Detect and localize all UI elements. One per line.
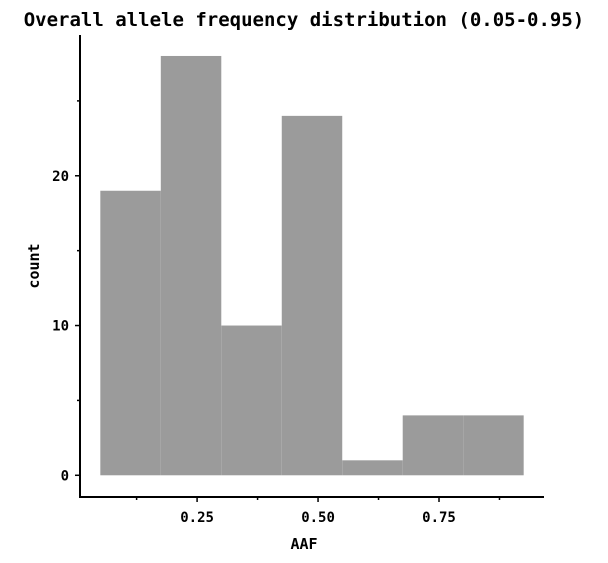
histogram-bar-3 <box>221 325 282 476</box>
y-tick-label: 10 <box>52 319 69 335</box>
histogram-bar-4 <box>281 115 343 476</box>
y-tick-label: 20 <box>52 169 69 185</box>
y-axis-label: count <box>25 243 43 288</box>
histogram-bar-7 <box>463 415 524 476</box>
x-tick-label: 0.75 <box>422 510 456 526</box>
axes-group: 0.25 0.50 0.75 0 10 20 <box>52 35 544 526</box>
histogram-bar-2 <box>160 55 222 476</box>
chart-title: Overall allele frequency distribution (0… <box>24 9 585 31</box>
bars-group <box>100 55 524 476</box>
histogram-bar-5 <box>342 460 403 476</box>
x-tick-label: 0.50 <box>301 510 335 526</box>
histogram-bar-1 <box>100 190 161 476</box>
x-axis-label: AAF <box>290 535 317 553</box>
histogram-bar-6 <box>402 415 464 476</box>
x-tick-label: 0.25 <box>180 510 214 526</box>
y-tick-label: 0 <box>61 468 69 484</box>
